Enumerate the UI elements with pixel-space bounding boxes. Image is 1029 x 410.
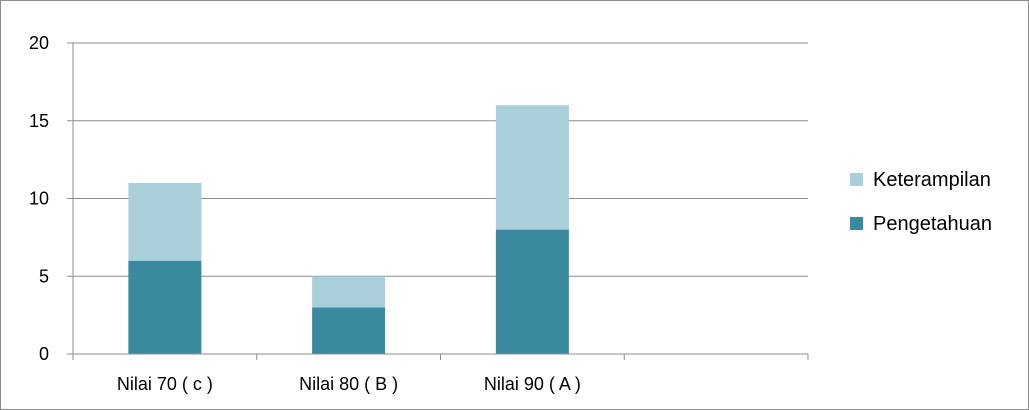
y-tick-label: 10 [29, 189, 49, 209]
bar-keterampilan-1 [312, 276, 386, 308]
y-tick-label: 20 [29, 33, 49, 53]
x-tick-label: Nilai 80 ( B ) [299, 374, 398, 394]
legend-label-keterampilan: Keterampilan [873, 169, 991, 191]
legend-swatch-pengetahuan [850, 217, 863, 230]
x-tick-label: Nilai 90 ( A ) [484, 374, 581, 394]
y-tick-label: 0 [39, 344, 49, 364]
bar-keterampilan-2 [495, 105, 569, 230]
bar-pengetahuan-0 [128, 260, 202, 354]
axes: 0 5 10 15 20 Nilai 70 ( c ) Nilai 80 ( B ) Nila… [29, 33, 809, 394]
y-tick-label: 5 [39, 266, 49, 286]
bars [128, 105, 569, 354]
y-tick-label: 15 [29, 111, 49, 131]
bar-pengetahuan-1 [312, 307, 386, 354]
bar-keterampilan-0 [128, 182, 202, 261]
legend: Keterampilan Pengetahuan [850, 169, 992, 235]
legend-label-pengetahuan: Pengetahuan [873, 213, 992, 235]
legend-swatch-keterampilan [850, 173, 863, 186]
x-tick-label: Nilai 70 ( c ) [117, 374, 213, 394]
bar-pengetahuan-2 [495, 229, 569, 354]
